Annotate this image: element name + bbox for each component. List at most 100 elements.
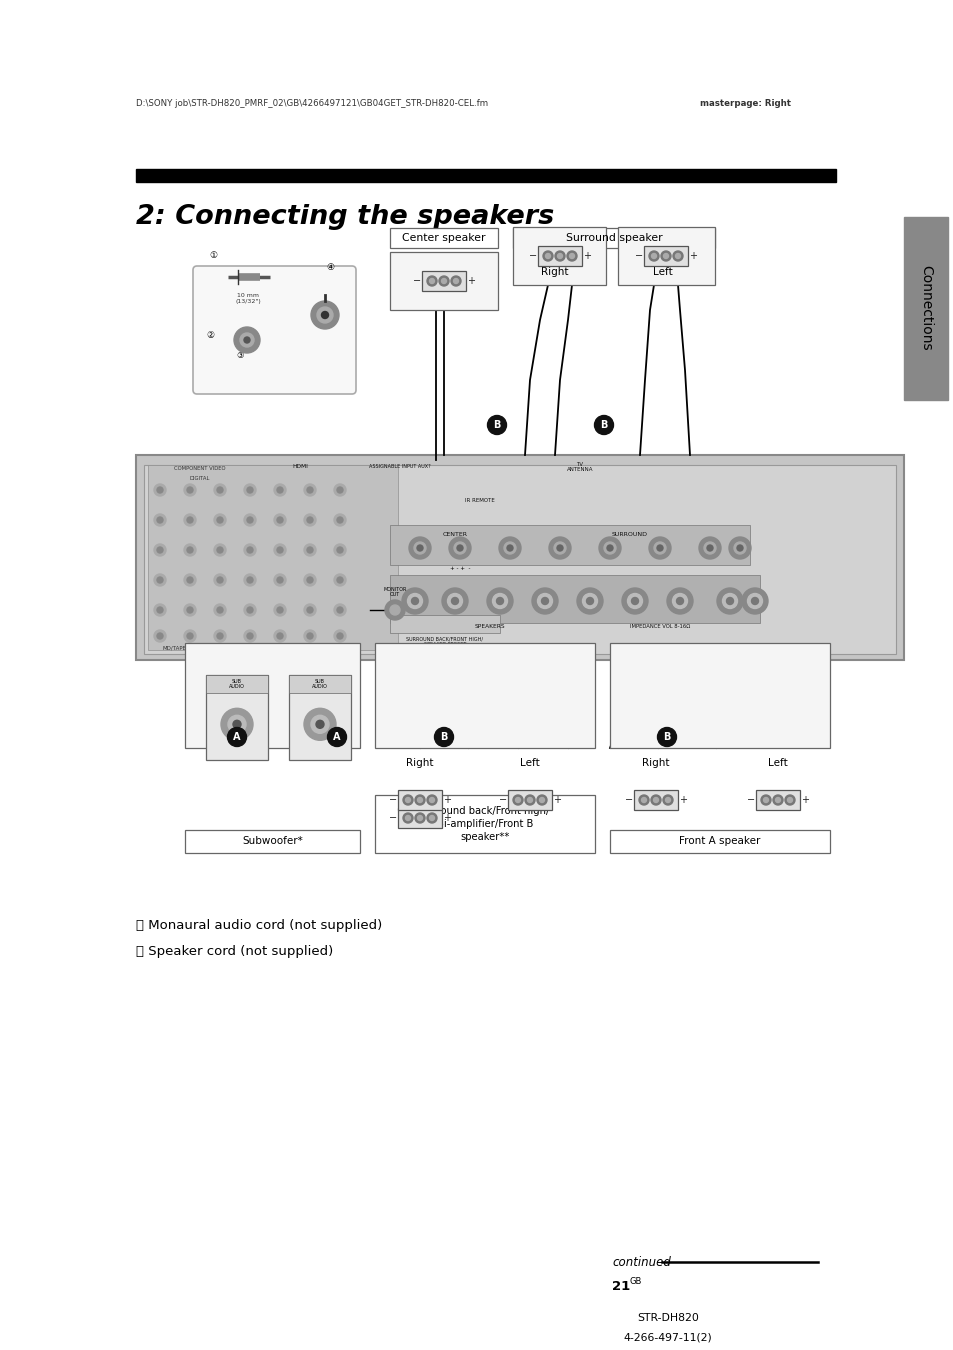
Bar bbox=[390, 252, 497, 310]
Bar bbox=[513, 227, 605, 285]
Circle shape bbox=[657, 545, 662, 551]
Bar bbox=[185, 643, 359, 748]
Circle shape bbox=[726, 598, 733, 605]
Circle shape bbox=[486, 589, 513, 614]
Circle shape bbox=[233, 721, 241, 728]
Circle shape bbox=[311, 301, 338, 329]
Circle shape bbox=[415, 813, 424, 823]
Circle shape bbox=[631, 598, 638, 605]
Circle shape bbox=[157, 608, 163, 613]
Text: SUB
AUDIO: SUB AUDIO bbox=[229, 679, 245, 690]
Circle shape bbox=[772, 795, 782, 805]
Circle shape bbox=[216, 608, 223, 613]
Circle shape bbox=[336, 633, 343, 639]
Circle shape bbox=[417, 798, 422, 802]
Circle shape bbox=[537, 594, 552, 609]
Circle shape bbox=[784, 795, 794, 805]
Text: GB: GB bbox=[629, 1277, 641, 1287]
Circle shape bbox=[606, 545, 613, 551]
Circle shape bbox=[216, 576, 223, 583]
Circle shape bbox=[233, 327, 260, 352]
Text: D:\SONY job\STR-DH820_PMRF_02\GB\4266497121\GB04GET_STR-DH820-CEL.fm: D:\SONY job\STR-DH820_PMRF_02\GB\4266497… bbox=[136, 99, 488, 108]
Circle shape bbox=[456, 545, 462, 551]
Circle shape bbox=[216, 633, 223, 639]
Text: STR-DH820: STR-DH820 bbox=[637, 1314, 699, 1323]
Circle shape bbox=[336, 547, 343, 553]
Circle shape bbox=[402, 813, 413, 823]
Circle shape bbox=[216, 517, 223, 522]
Circle shape bbox=[557, 545, 562, 551]
Circle shape bbox=[775, 798, 780, 802]
Circle shape bbox=[385, 599, 405, 620]
Circle shape bbox=[184, 544, 195, 556]
Circle shape bbox=[405, 815, 410, 821]
Bar bbox=[609, 830, 829, 853]
Circle shape bbox=[304, 485, 315, 495]
Circle shape bbox=[304, 544, 315, 556]
Text: Center speaker: Center speaker bbox=[402, 234, 485, 243]
Circle shape bbox=[157, 547, 163, 553]
Circle shape bbox=[672, 594, 687, 609]
Circle shape bbox=[542, 251, 553, 261]
Text: Surround back/Front high/
Bi-amplifier/Front B
speaker**: Surround back/Front high/ Bi-amplifier/F… bbox=[420, 806, 549, 842]
Circle shape bbox=[276, 547, 283, 553]
Circle shape bbox=[427, 795, 436, 805]
Circle shape bbox=[213, 603, 226, 616]
Circle shape bbox=[554, 541, 565, 554]
Circle shape bbox=[751, 598, 758, 605]
Circle shape bbox=[415, 795, 424, 805]
Circle shape bbox=[747, 594, 761, 609]
Circle shape bbox=[228, 716, 246, 733]
Circle shape bbox=[240, 333, 253, 347]
Circle shape bbox=[247, 608, 253, 613]
Text: 10 mm
(13/32"): 10 mm (13/32") bbox=[234, 293, 260, 304]
Circle shape bbox=[733, 541, 745, 554]
Circle shape bbox=[582, 594, 597, 609]
Circle shape bbox=[334, 544, 346, 556]
Circle shape bbox=[429, 815, 434, 821]
Circle shape bbox=[307, 547, 313, 553]
Text: +: + bbox=[582, 251, 590, 261]
Circle shape bbox=[153, 514, 166, 526]
Circle shape bbox=[184, 574, 195, 586]
Text: SUB
AUDIO: SUB AUDIO bbox=[312, 679, 328, 690]
Circle shape bbox=[411, 598, 418, 605]
Circle shape bbox=[274, 514, 286, 526]
Text: B: B bbox=[440, 732, 447, 741]
Circle shape bbox=[640, 798, 646, 802]
Circle shape bbox=[276, 576, 283, 583]
Circle shape bbox=[653, 798, 658, 802]
Circle shape bbox=[492, 594, 507, 609]
Circle shape bbox=[213, 630, 226, 643]
Circle shape bbox=[541, 598, 548, 605]
Circle shape bbox=[555, 251, 564, 261]
Text: ASSIGNABLE INPUT AUX?: ASSIGNABLE INPUT AUX? bbox=[369, 464, 431, 470]
Circle shape bbox=[639, 795, 648, 805]
Circle shape bbox=[728, 537, 750, 559]
Circle shape bbox=[427, 813, 436, 823]
Circle shape bbox=[598, 537, 620, 559]
Circle shape bbox=[527, 798, 532, 802]
Bar bbox=[643, 246, 687, 266]
Circle shape bbox=[648, 251, 659, 261]
Text: Connections: Connections bbox=[918, 265, 932, 351]
Bar bbox=[421, 271, 465, 292]
Text: B: B bbox=[662, 732, 670, 741]
Circle shape bbox=[304, 514, 315, 526]
Text: HDMI: HDMI bbox=[292, 464, 308, 470]
Circle shape bbox=[417, 815, 422, 821]
Circle shape bbox=[247, 576, 253, 583]
Circle shape bbox=[513, 795, 522, 805]
Circle shape bbox=[660, 251, 670, 261]
Text: ④: ④ bbox=[326, 263, 334, 273]
Circle shape bbox=[187, 517, 193, 522]
Circle shape bbox=[594, 416, 613, 435]
Circle shape bbox=[247, 517, 253, 522]
Text: ②: ② bbox=[206, 331, 213, 339]
Circle shape bbox=[304, 574, 315, 586]
Circle shape bbox=[153, 544, 166, 556]
Bar bbox=[507, 790, 552, 810]
Bar bbox=[206, 675, 268, 693]
Text: Right: Right bbox=[540, 267, 568, 277]
Text: +: + bbox=[679, 795, 686, 805]
